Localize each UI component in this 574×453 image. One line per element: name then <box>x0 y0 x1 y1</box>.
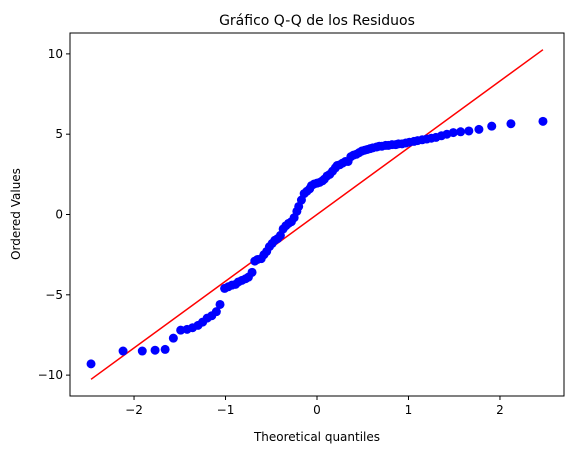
data-point <box>506 119 516 129</box>
data-point <box>464 126 474 136</box>
x-tick-label: −1 <box>217 403 235 417</box>
data-point <box>487 121 497 131</box>
data-point <box>211 307 221 317</box>
x-tick-label: −2 <box>125 403 143 417</box>
chart-title: Gráfico Q-Q de los Residuos <box>219 13 415 29</box>
x-tick-label: 2 <box>496 403 504 417</box>
data-point <box>215 299 225 309</box>
data-point <box>137 346 147 356</box>
y-axis-label: Ordered Values <box>9 168 23 260</box>
data-point <box>118 346 128 356</box>
data-point <box>474 124 484 134</box>
plot-area <box>86 49 548 380</box>
y-tick-label: 0 <box>55 208 63 222</box>
data-point <box>86 359 96 369</box>
y-axis-ticks: −10 −5 0 5 10 <box>38 47 70 382</box>
x-axis-ticks: −2 −1 0 1 2 <box>125 396 504 417</box>
plot-frame <box>69 32 565 397</box>
data-point <box>448 128 458 138</box>
data-point <box>456 127 466 137</box>
reference-line <box>90 49 544 380</box>
y-tick-label: −10 <box>38 368 63 382</box>
data-point <box>160 344 170 354</box>
data-point <box>538 116 548 126</box>
x-axis-label: Theoretical quantiles <box>253 430 380 444</box>
data-point <box>150 345 160 355</box>
data-point <box>168 333 178 343</box>
y-tick-label: 5 <box>55 127 63 141</box>
y-tick-label: −5 <box>45 288 63 302</box>
x-tick-label: 0 <box>313 403 321 417</box>
data-point <box>247 267 257 277</box>
x-tick-label: 1 <box>405 403 413 417</box>
y-tick-label: 10 <box>48 47 63 61</box>
